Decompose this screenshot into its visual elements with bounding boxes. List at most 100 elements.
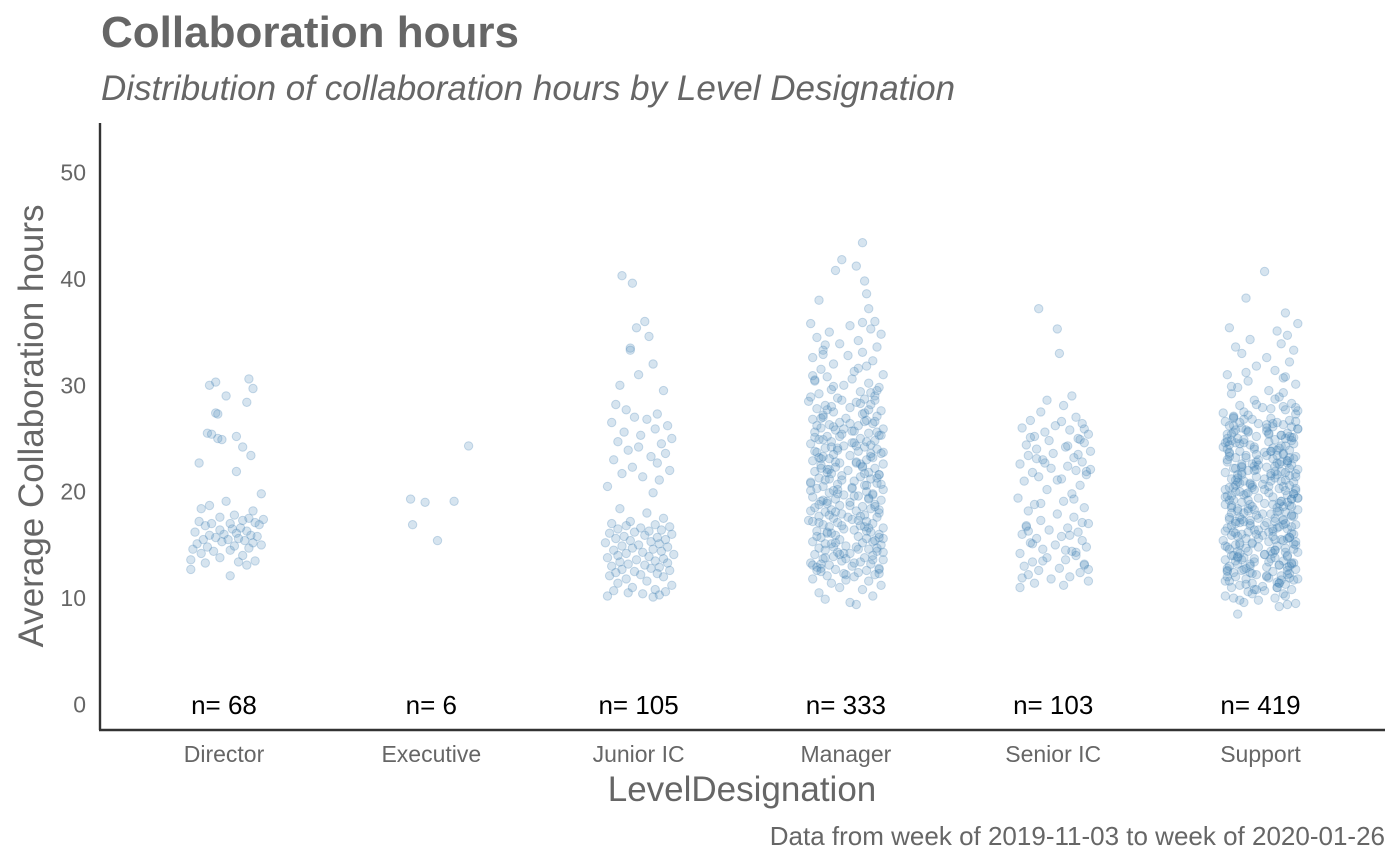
data-point	[855, 459, 866, 469]
data-point	[1224, 323, 1235, 333]
data-point	[248, 506, 258, 516]
data-point	[1222, 542, 1233, 552]
data-point	[853, 567, 863, 578]
data-point	[652, 568, 662, 579]
data-point	[640, 316, 650, 327]
y-tick-label: 50	[60, 160, 86, 186]
data-point	[662, 421, 673, 431]
data-point	[621, 521, 631, 531]
data-point	[621, 574, 631, 584]
data-point	[847, 483, 857, 494]
data-point	[238, 515, 248, 526]
data-point	[874, 508, 884, 518]
data-point	[872, 478, 882, 488]
data-point	[667, 580, 677, 590]
data-point	[1276, 457, 1286, 467]
data-point	[1220, 467, 1231, 478]
data-point	[1257, 581, 1268, 592]
data-point	[859, 510, 870, 520]
data-point	[1270, 545, 1280, 555]
data-point	[1040, 458, 1050, 468]
data-point	[1226, 503, 1237, 513]
data-point	[835, 339, 845, 349]
chart-title: Collaboration hours	[101, 8, 519, 57]
data-point	[806, 439, 816, 449]
data-point	[832, 547, 843, 557]
data-point	[822, 527, 832, 537]
chart-caption: Data from week of 2019-11-03 to week of …	[770, 821, 1385, 851]
data-point	[656, 546, 667, 556]
data-point	[1262, 420, 1272, 430]
data-point	[822, 467, 832, 478]
data-point	[1237, 514, 1247, 525]
data-point	[872, 546, 882, 556]
data-point	[1249, 444, 1260, 454]
data-point	[806, 506, 816, 516]
data-point	[1243, 546, 1253, 556]
data-point	[853, 335, 863, 346]
data-point	[1270, 534, 1280, 545]
data-point	[876, 580, 886, 590]
data-point	[1247, 482, 1257, 493]
data-point	[866, 559, 876, 569]
data-point	[646, 537, 656, 547]
data-point	[204, 530, 215, 540]
data-point	[1274, 506, 1284, 516]
y-axis-ticks: 0 10 20 30 40 50	[60, 160, 86, 718]
data-point	[1270, 461, 1280, 471]
data-point	[853, 446, 863, 456]
data-point	[644, 526, 654, 536]
data-point	[667, 433, 677, 444]
data-point	[1253, 513, 1264, 523]
data-point	[611, 533, 621, 544]
data-point	[857, 501, 868, 512]
data-point	[1235, 439, 1245, 449]
data-point	[1264, 437, 1274, 447]
data-point	[870, 501, 880, 512]
data-point	[814, 295, 824, 305]
data-point	[1054, 563, 1065, 573]
data-point	[816, 496, 826, 506]
data-point	[1247, 414, 1257, 424]
data-point	[202, 428, 213, 438]
count-label: n= 105	[598, 690, 678, 720]
data-point	[1291, 483, 1301, 494]
data-point	[1243, 527, 1253, 537]
data-point	[1239, 597, 1249, 608]
data-point	[806, 318, 816, 329]
data-point	[215, 512, 225, 522]
data-point	[1233, 506, 1243, 516]
data-point	[1245, 515, 1255, 526]
data-point	[1239, 553, 1249, 563]
data-point	[665, 522, 675, 532]
data-point	[1063, 441, 1073, 451]
data-point	[870, 535, 880, 546]
data-point	[660, 534, 671, 545]
data-point	[847, 426, 857, 436]
data-point	[837, 521, 847, 531]
data-point	[1270, 545, 1280, 555]
data-point	[1286, 558, 1297, 568]
data-point	[1025, 415, 1036, 426]
data-point	[225, 518, 235, 529]
data-point	[1235, 517, 1245, 528]
data-point	[646, 451, 656, 462]
data-point	[1270, 513, 1280, 523]
data-point	[648, 544, 658, 554]
data-point	[810, 376, 820, 386]
data-point	[1282, 458, 1293, 468]
data-point	[808, 456, 818, 466]
data-point	[219, 529, 229, 539]
data-point	[878, 523, 888, 533]
data-points	[186, 238, 1303, 619]
x-tick-label: Manager	[801, 741, 892, 767]
data-point	[1276, 441, 1286, 451]
data-point	[822, 372, 832, 382]
data-point	[1038, 455, 1048, 465]
data-point	[832, 393, 843, 403]
data-point	[1233, 477, 1243, 487]
data-point	[640, 560, 650, 570]
data-point	[1079, 560, 1090, 570]
data-point	[1031, 444, 1042, 454]
data-point	[837, 475, 847, 485]
